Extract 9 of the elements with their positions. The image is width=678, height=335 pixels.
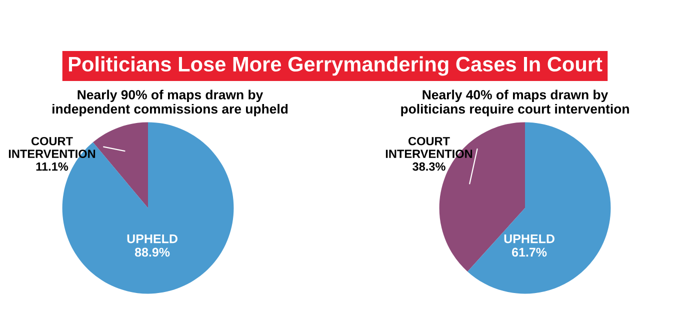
data-label: 88.9% [134,248,170,257]
data-label: 11.1% [36,162,68,171]
data-label: 38.3% [412,162,446,171]
chart-subtitle: Nearly 40% of maps drawn by politicians require court intervention [401,90,629,116]
chart-subtitle: Nearly 90% of maps drawn by independent commissions are upheld [52,90,288,116]
text: Politicians Lose More Gerrymandering Cases In Court [68,56,602,76]
data-label: 61.7% [512,248,547,257]
slice-label: UPHELD [127,234,178,244]
slice-label: UPHELD [504,234,554,244]
